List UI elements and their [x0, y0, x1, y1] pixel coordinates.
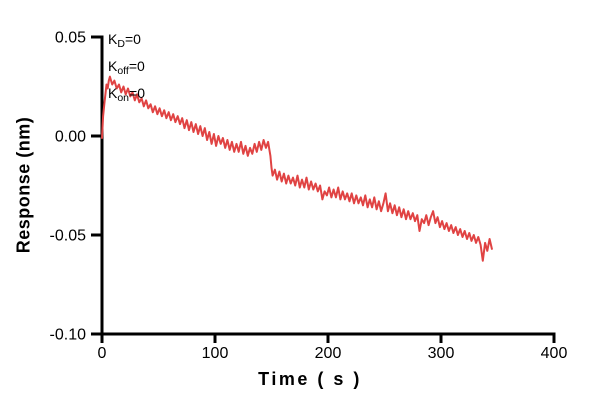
x-tick-label: 0	[98, 345, 107, 362]
y-tick-label: -0.05	[50, 228, 87, 245]
annotation-kd-sub: D	[117, 38, 125, 50]
x-tick-label: 100	[202, 345, 229, 362]
annotation-kon-prefix: K	[108, 85, 118, 101]
annotation-koff: Koff=0	[108, 55, 145, 82]
kinetics-annotations: KD=0 Koff=0 Kon=0	[108, 28, 145, 109]
annotation-kd-value: =0	[124, 31, 141, 47]
annotation-kd-prefix: K	[108, 31, 118, 47]
y-axis-title: Response (nm)	[13, 116, 34, 254]
x-axis-title: Time ( s )	[258, 369, 362, 389]
y-tick-label: 0.00	[55, 129, 86, 146]
annotation-kon-value: =0	[129, 85, 145, 101]
x-tick-label: 200	[315, 345, 342, 362]
x-tick-label: 400	[541, 345, 568, 362]
x-tick-label: 300	[428, 345, 455, 362]
annotation-kon: Kon=0	[108, 82, 145, 109]
y-tick-label: 0.05	[55, 30, 86, 47]
annotation-koff-sub: off	[117, 65, 129, 77]
response-curve	[101, 75, 493, 262]
y-tick-label: -0.10	[50, 327, 87, 344]
annotation-kd: KD=0	[108, 28, 145, 55]
annotation-koff-value: =0	[128, 58, 145, 74]
annotation-kon-sub: on	[117, 92, 130, 104]
annotation-koff-prefix: K	[108, 58, 118, 74]
